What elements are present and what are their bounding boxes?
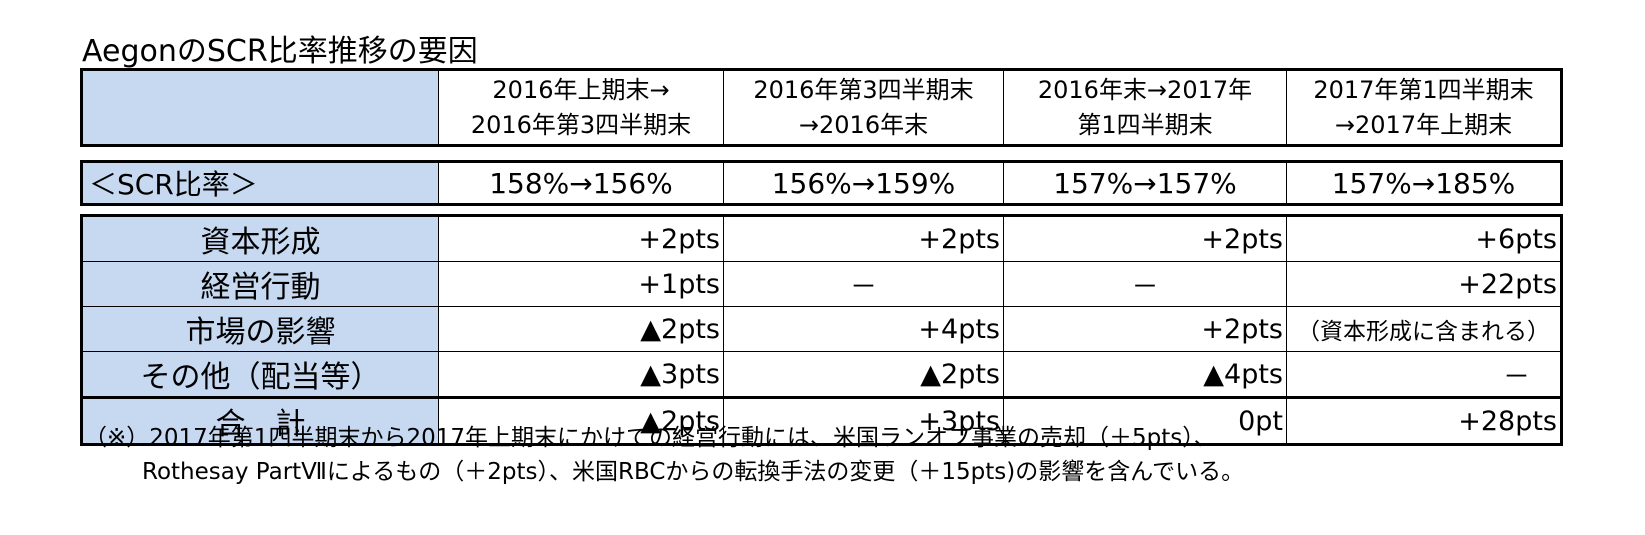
- column-header-line2: 2016年第3四半期末: [470, 110, 692, 139]
- column-header-line1: 2016年第3四半期末: [753, 75, 974, 104]
- scr-ratio-value: 156%→159%: [723, 161, 1004, 205]
- table-cell: －: [1286, 351, 1562, 398]
- total-row: 合 計 ▲2pts +3pts 0pt +28pts: [81, 396, 1562, 445]
- table-cell: +6pts: [1286, 215, 1562, 262]
- scr-ratio-table: ＜SCR比率＞ 158%→156% 156%→159% 157%→157% 15…: [80, 160, 1563, 206]
- table-row: 資本形成 +2pts +2pts +2pts +6pts: [81, 215, 1562, 262]
- column-header-cell: 2016年末→2017年 第1四半期末: [1003, 69, 1287, 146]
- scr-ratio-value: 158%→156%: [438, 161, 724, 205]
- row-label: 市場の影響: [81, 306, 439, 352]
- scr-ratio-label: ＜SCR比率＞: [81, 161, 439, 205]
- scr-ratio-value: 157%→185%: [1286, 161, 1562, 205]
- row-label: 経営行動: [81, 261, 439, 307]
- table-cell: ▲2pts: [438, 306, 724, 352]
- column-header-line2: →2016年末: [798, 110, 929, 139]
- footnote-line: （※）2017年第1四半期末から2017年上期末にかけての経営行動には、米国ラン…: [84, 425, 1217, 451]
- table-cell: +4pts: [723, 306, 1004, 352]
- table-cell: （資本形成に含まれる）: [1286, 306, 1562, 352]
- column-header-table: 2016年上期末→ 2016年第3四半期末 2016年第3四半期末 →2016年…: [80, 68, 1563, 147]
- table-cell: ▲4pts: [1003, 351, 1287, 398]
- table-cell: ▲2pts: [723, 351, 1004, 398]
- table-cell: +1pts: [438, 261, 724, 307]
- column-header-line1: 2017年第1四半期末: [1313, 75, 1534, 104]
- table-cell: +2pts: [1003, 215, 1287, 262]
- row-label: 資本形成: [81, 215, 439, 262]
- row-label: その他（配当等）: [81, 351, 439, 398]
- column-header-line1: 2016年末→2017年: [1037, 75, 1253, 104]
- table-row: その他（配当等） ▲3pts ▲2pts ▲4pts －: [81, 351, 1562, 398]
- footnote-line: Rothesay PartⅦによるもの（＋2pts）、米国RBCからの転換手法の…: [142, 459, 1245, 485]
- table-title: AegonのSCR比率推移の要因: [82, 34, 478, 69]
- table-row: 市場の影響 ▲2pts +4pts +2pts （資本形成に含まれる）: [81, 306, 1562, 352]
- table-cell: －: [723, 261, 1004, 307]
- total-cell: +28pts: [1286, 396, 1562, 445]
- column-header-line1: 2016年上期末→: [492, 75, 670, 104]
- column-header-cell: 2017年第1四半期末 →2017年上期末: [1286, 69, 1562, 146]
- total-cell: +3pts: [723, 396, 1004, 445]
- column-header-row: 2016年上期末→ 2016年第3四半期末 2016年第3四半期末 →2016年…: [81, 69, 1562, 146]
- total-label: 合 計: [81, 396, 439, 445]
- table-cell: +2pts: [723, 215, 1004, 262]
- table-cell: +2pts: [1003, 306, 1287, 352]
- scr-ratio-row: ＜SCR比率＞ 158%→156% 156%→159% 157%→157% 15…: [81, 161, 1562, 205]
- column-header-line2: 第1四半期末: [1077, 110, 1213, 139]
- column-header-cell: 2016年第3四半期末 →2016年末: [723, 69, 1004, 146]
- factors-table: 資本形成 +2pts +2pts +2pts +6pts 経営行動 +1pts …: [80, 214, 1563, 446]
- table-row: 経営行動 +1pts － － +22pts: [81, 261, 1562, 307]
- table-cell: －: [1003, 261, 1287, 307]
- table-cell: +22pts: [1286, 261, 1562, 307]
- table-cell: ▲3pts: [438, 351, 724, 398]
- table-cell: +2pts: [438, 215, 724, 262]
- total-cell: ▲2pts: [438, 396, 724, 445]
- column-header-line2: →2017年上期末: [1334, 110, 1513, 139]
- column-header-cell: 2016年上期末→ 2016年第3四半期末: [438, 69, 724, 146]
- scr-ratio-value: 157%→157%: [1003, 161, 1287, 205]
- total-cell: 0pt: [1003, 396, 1287, 445]
- header-corner-cell: [81, 69, 439, 146]
